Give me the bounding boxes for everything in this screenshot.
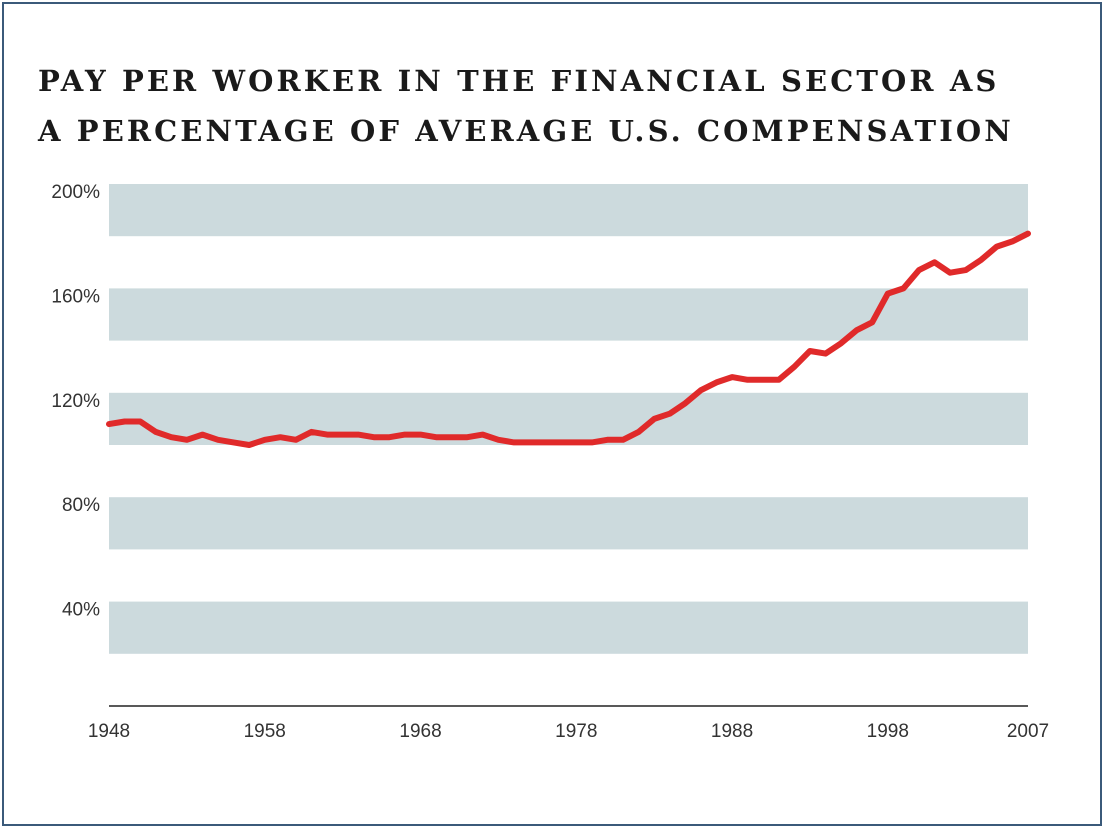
y-tick-label: 160% bbox=[51, 286, 100, 307]
band-2 bbox=[109, 392, 1028, 445]
y-tick-label: 200% bbox=[51, 182, 100, 203]
band-1 bbox=[109, 288, 1028, 341]
chart-title-line-1: PAY PER WORKER IN THE FINANCIAL SECTOR A… bbox=[38, 64, 1000, 98]
y-tick-label: 40% bbox=[62, 600, 100, 621]
y-tick-label: 120% bbox=[51, 391, 100, 412]
x-tick-label: 1978 bbox=[555, 721, 597, 742]
x-tick-label: 1948 bbox=[88, 721, 130, 742]
x-tick-label: 2007 bbox=[1007, 721, 1049, 742]
band-0 bbox=[109, 184, 1028, 237]
y-tick-label: 80% bbox=[62, 495, 100, 516]
band-4 bbox=[109, 601, 1028, 654]
y-axis-labels: 200% 160% 120% 80% 40% bbox=[51, 182, 100, 621]
chart-title: PAY PER WORKER IN THE FINANCIAL SECTOR A… bbox=[38, 56, 1078, 156]
x-tick-label: 1988 bbox=[711, 721, 753, 742]
band-3 bbox=[109, 497, 1028, 550]
band-group bbox=[109, 184, 1028, 654]
x-tick-label: 1968 bbox=[399, 721, 441, 742]
series-line-0 bbox=[106, 230, 1031, 448]
x-tick-label: 1958 bbox=[244, 721, 286, 742]
x-axis-labels: 1948 1958 1968 1978 1988 1998 2007 bbox=[88, 721, 1049, 742]
chart-title-line-2: A PERCENTAGE OF AVERAGE U.S. COMPENSATIO… bbox=[38, 114, 1014, 148]
series-group bbox=[106, 230, 1031, 448]
x-tick-label: 1998 bbox=[867, 721, 909, 742]
